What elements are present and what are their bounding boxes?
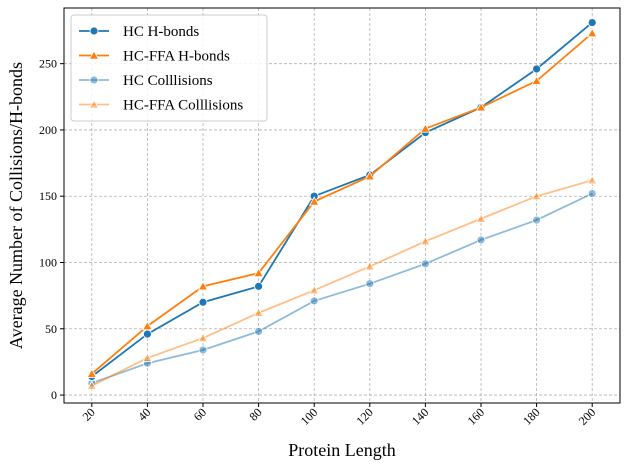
- data-point: [531, 75, 542, 85]
- legend-item: HC-FFA Colllisions: [79, 98, 243, 114]
- data-point: [142, 352, 153, 362]
- legend-label: HC Colllisions: [123, 73, 213, 89]
- data-point: [420, 123, 431, 133]
- x-tick-label: 20: [80, 405, 98, 423]
- data-point: [587, 18, 597, 27]
- x-tick-label: 80: [246, 405, 264, 423]
- x-tick-label: 180: [520, 405, 543, 428]
- data-point: [531, 190, 542, 201]
- legend-label: HC-FFA H-bonds: [123, 49, 230, 65]
- y-tick-label: 250: [39, 57, 57, 71]
- data-point: [197, 281, 209, 291]
- x-tick-label: 100: [298, 405, 321, 428]
- x-tick-label: 120: [353, 405, 376, 428]
- data-point: [587, 27, 598, 38]
- data-point: [364, 261, 375, 271]
- series-hc-colllisions: [87, 189, 597, 388]
- y-tick-label: 150: [39, 189, 57, 203]
- data-point: [86, 380, 97, 390]
- x-tick-label: 40: [135, 405, 153, 423]
- legend-label: HC-FFA Colllisions: [123, 98, 243, 114]
- data-point: [254, 281, 264, 291]
- data-point: [198, 345, 208, 355]
- data-point: [142, 320, 153, 331]
- series-hc-ffa-colllisions: [86, 174, 598, 390]
- data-point: [197, 332, 209, 343]
- data-point: [86, 368, 97, 378]
- legend-marker: [89, 75, 99, 85]
- y-tick-label: 100: [39, 255, 57, 269]
- data-point: [420, 235, 431, 246]
- series-hc-ffa-h-bonds: [86, 27, 598, 378]
- data-point: [532, 64, 541, 74]
- series-layer: [86, 18, 598, 390]
- plot-frame: [63, 7, 621, 404]
- x-axis-label: Protein Length: [288, 440, 395, 460]
- data-point: [253, 267, 264, 278]
- data-point: [309, 285, 320, 295]
- y-tick-label: 200: [39, 123, 57, 137]
- y-tick-label: 50: [45, 322, 57, 336]
- data-point: [587, 189, 597, 198]
- data-point: [420, 259, 430, 269]
- legend-item: HC Colllisions: [79, 73, 213, 89]
- series-line: [91, 32, 593, 375]
- legend-item: HC-FFA H-bonds: [79, 49, 230, 65]
- data-point: [476, 235, 486, 245]
- x-tick-label: 140: [409, 405, 432, 428]
- series-line: [91, 21, 593, 378]
- data-point: [365, 279, 375, 289]
- y-axis-label: Average Number of Collisions/H-bonds: [6, 62, 26, 349]
- legend-marker: [88, 99, 100, 109]
- legend-box: [70, 14, 268, 122]
- y-tick-label: 0: [51, 388, 57, 402]
- x-tick-label: 200: [576, 405, 599, 428]
- data-point: [254, 327, 264, 336]
- data-point: [309, 196, 320, 206]
- data-point: [587, 174, 598, 185]
- legend-marker: [88, 50, 100, 60]
- data-point: [253, 307, 264, 317]
- data-point: [142, 329, 152, 339]
- data-point: [198, 297, 208, 307]
- legend-marker: [89, 26, 99, 36]
- data-point: [364, 171, 375, 181]
- series-line: [91, 192, 593, 384]
- data-point: [475, 213, 487, 223]
- data-point: [532, 215, 541, 225]
- legend-item: HC H-bonds: [79, 24, 199, 40]
- legend: HC H-bonds HC-FFA H-bonds HC Colllisions HC…: [70, 14, 268, 122]
- legend-label: HC H-bonds: [123, 24, 199, 40]
- data-point: [475, 102, 487, 112]
- data-point: [309, 296, 319, 306]
- series-line: [91, 179, 593, 387]
- x-tick-label: 60: [191, 405, 209, 423]
- x-tick-label: 160: [464, 405, 487, 428]
